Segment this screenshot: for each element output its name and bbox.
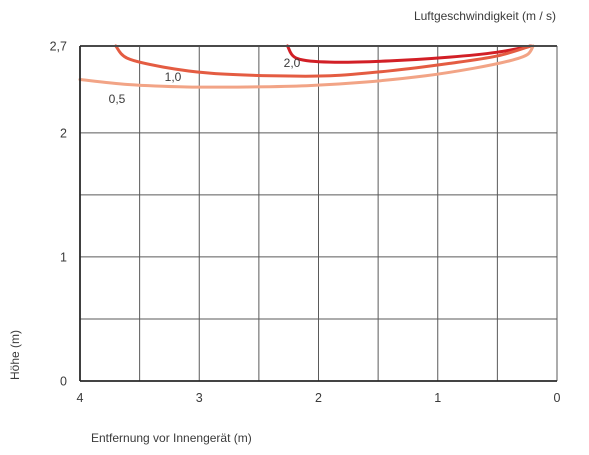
axis-layer [79, 45, 557, 382]
series-line [286, 44, 533, 64]
x-tick-label: 0 [554, 391, 561, 405]
series-line [114, 44, 533, 78]
x-tick-label: 1 [434, 391, 441, 405]
x-tick-label: 2 [315, 391, 322, 405]
y-tick-label: 1 [60, 250, 67, 264]
series-layer [78, 44, 535, 89]
legend-title: Luftgeschwindigkeit (m / s) [414, 9, 556, 23]
series-label: 1,0 [165, 70, 182, 84]
label-layer: 2,0 1,0 0,5 4 3 2 1 0 0 1 2 2,7 [50, 40, 561, 406]
series-label: 2,0 [284, 56, 301, 70]
y-axis-title: Höhe (m) [8, 330, 22, 380]
y-tick-label: 0 [60, 375, 67, 389]
y-tick-label: 2,7 [50, 40, 67, 54]
series-label: 0,5 [109, 92, 126, 106]
grid-layer [79, 45, 558, 382]
x-tick-label: 3 [196, 391, 203, 405]
x-axis-title: Entfernung vor Innengerät (m) [91, 431, 252, 445]
y-tick-label: 2 [60, 126, 67, 140]
series-line [78, 44, 535, 89]
x-tick-label: 4 [77, 391, 84, 405]
